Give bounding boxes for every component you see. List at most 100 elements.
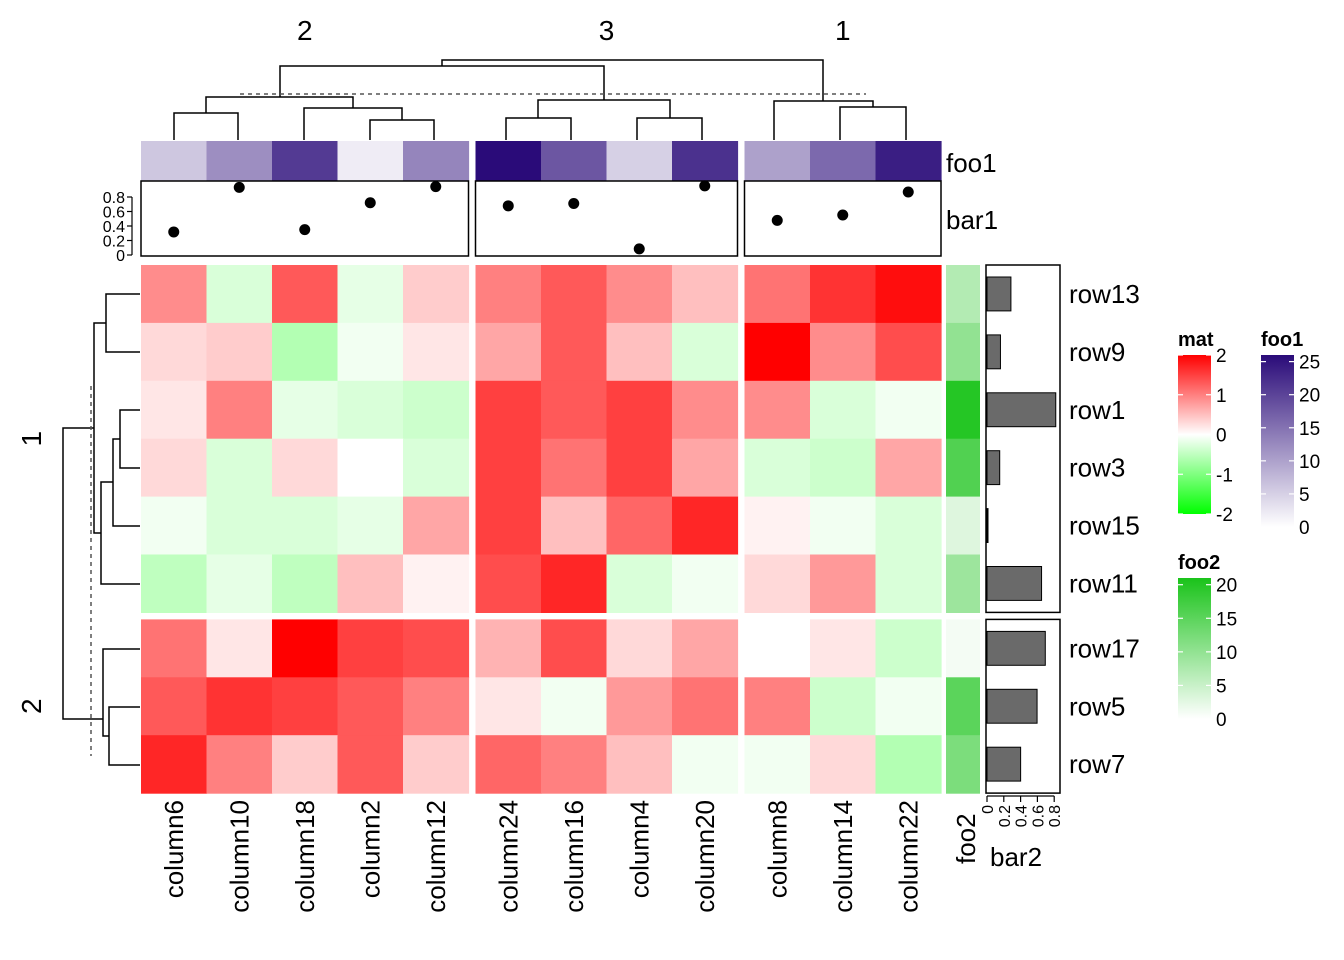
bar1-tick-label: 0.2 [103,234,125,251]
heatmap-cell [206,496,273,556]
heatmap-cell [272,554,339,613]
heatmap-cell [141,265,208,324]
column-label: column10 [224,800,254,913]
heatmap-cell [475,496,542,556]
bar1-point [364,197,376,209]
heatmap-cell [141,735,208,794]
bar1-point [837,209,849,221]
mat-legend-tick-label: -2 [1216,505,1233,526]
heatmap-cell [541,496,608,556]
column-split-label: 3 [599,15,615,46]
row-label: row15 [1069,511,1140,541]
heatmap-cell [672,677,739,736]
column-label: column12 [421,800,451,913]
column-label: column6 [159,800,189,898]
heatmap-cell [141,496,208,556]
heatmap-cell [875,677,942,736]
heatmap-cell [875,380,942,440]
heatmap-cell [541,554,608,613]
heatmap-cell [541,735,608,794]
mat-legend-tick-label: 0 [1216,426,1227,447]
heatmap-cell [541,619,608,678]
heatmap-cell [744,322,811,382]
heatmap-cell [672,554,739,613]
foo2-legend-tick-label: 0 [1216,710,1227,731]
row-dendrogram [62,293,140,766]
foo1-cell [272,141,339,181]
bar2-tick-label: 0.2 [997,805,1014,827]
column-label: column24 [493,800,523,913]
foo1-legend-tick-label: 10 [1299,452,1320,473]
bar2-bar [986,508,989,544]
heatmap-cell [206,619,273,678]
row-label: row3 [1069,453,1125,483]
heatmap-cell [606,322,673,382]
heatmap-cell [206,554,273,613]
bar1-point [233,181,245,193]
foo1-cell [875,141,942,181]
bar2-bar [986,276,1012,312]
heatmap-cell [272,619,339,678]
heatmap-cell [606,265,673,324]
heatmap-cell [744,735,811,794]
row-label: row13 [1069,279,1140,309]
heatmap-cell [403,438,470,498]
foo1-cell [541,141,608,181]
heatmap-cell [810,265,877,324]
heatmap-cell [403,554,470,613]
bar1-tick-label: 0.8 [103,190,125,207]
heatmap-cell [875,554,942,613]
heatmap-cell [606,496,673,556]
bar2-annotation-name: bar2 [990,842,1042,872]
heatmap-cell [810,677,877,736]
row-label: row7 [1069,749,1125,779]
foo1-legend-tick-label: 0 [1299,518,1310,539]
foo2-cell [946,438,980,498]
bar1-tick-label: 0.6 [103,205,125,222]
heatmap-cell [206,265,273,324]
column-label: column2 [355,800,385,898]
heatmap-cell [337,496,404,556]
heatmap-cell [875,619,942,678]
heatmap-cell [672,265,739,324]
foo1-cell [606,141,673,181]
bar1-tick-label: 0 [116,248,125,265]
bar2-bar [986,688,1038,724]
foo2-cell [946,677,980,736]
foo1-cell [672,141,739,181]
column-label: column4 [624,800,654,898]
heatmap-cell [810,380,877,440]
heatmap-cell [672,735,739,794]
bar1-point [902,186,914,198]
foo1-legend-colorbar [1261,355,1294,527]
bar1-point [502,200,514,212]
foo2-legend-colorbar [1178,578,1211,719]
heatmap-cell [744,619,811,678]
heatmap-cell [810,438,877,498]
heatmap-cell [141,677,208,736]
heatmap-cell [403,380,470,440]
heatmap-cell [810,619,877,678]
foo2-cell [946,735,980,794]
heatmap-cell [875,322,942,382]
heatmap-cell [875,496,942,556]
heatmap-cell [606,438,673,498]
heatmap-cell [475,322,542,382]
heatmap-cell [337,735,404,794]
heatmap-cell [541,438,608,498]
foo1-cell [475,141,542,181]
column-label: column8 [762,800,792,898]
foo1-legend-tick-label: 20 [1299,386,1320,407]
foo2-cell [946,265,980,324]
heatmap-cell [744,438,811,498]
heatmap-cell [337,438,404,498]
heatmap-cell [141,554,208,613]
mat-legend-title: mat [1178,329,1214,351]
heatmap-cell [337,322,404,382]
bar1-point [699,180,711,192]
bar2-tick-label: 0.4 [1014,805,1031,827]
heatmap-cell [206,735,273,794]
foo2-cell [946,496,980,556]
heatmap-cell [744,496,811,556]
